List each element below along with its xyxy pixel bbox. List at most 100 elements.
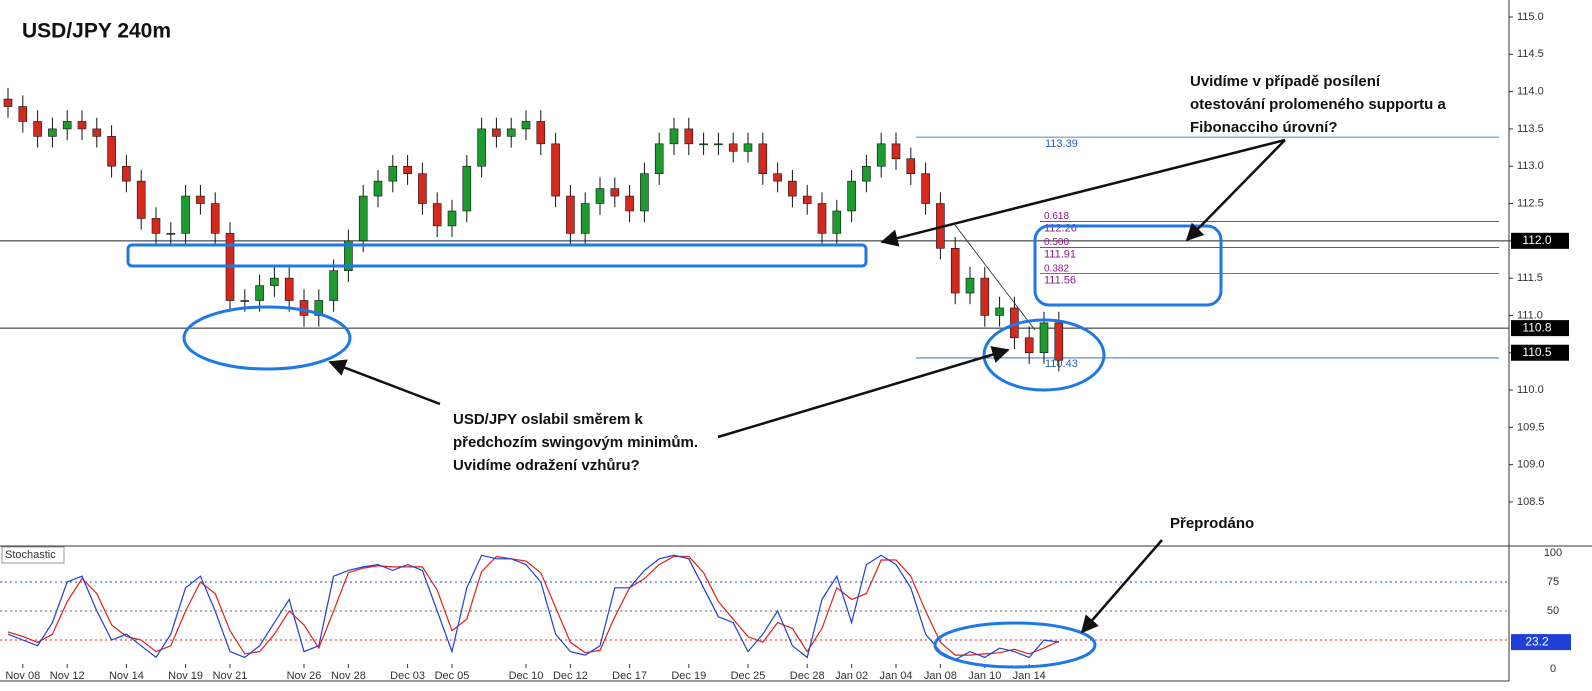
- oversold-ellipse: [933, 621, 1097, 669]
- candle-body: [447, 210, 457, 227]
- y-tick-label: 111.5: [1517, 272, 1543, 284]
- x-tick-label: Nov 19: [168, 670, 203, 682]
- candle-body: [758, 143, 768, 174]
- candle-body: [373, 180, 383, 197]
- y-tick-label: 109.5: [1517, 421, 1545, 433]
- y-tick-label: 114.0: [1517, 86, 1544, 98]
- y-tick-label: 113.0: [1517, 160, 1544, 172]
- y-tick-label: 111.0: [1517, 309, 1543, 321]
- x-tick-label: Dec 05: [435, 670, 470, 682]
- candle-body: [965, 277, 975, 294]
- support-box: [126, 243, 868, 268]
- candle-body: [654, 143, 664, 174]
- x-tick-label: Dec 17: [612, 670, 647, 682]
- fib-ratio: 0.500: [1044, 237, 1069, 248]
- candle-body: [891, 143, 901, 160]
- candle-body: [832, 210, 842, 234]
- candle-body: [77, 121, 87, 130]
- candle-body: [1039, 322, 1049, 354]
- candle-body: [477, 128, 486, 167]
- x-tick-label: Dec 28: [790, 670, 825, 682]
- swing-low-ellipse: [182, 305, 352, 371]
- stoch-tick-label: 75: [1547, 576, 1559, 588]
- arrows: [328, 138, 1286, 634]
- x-tick-label: Nov 14: [109, 670, 144, 682]
- candle-body: [995, 307, 1004, 316]
- candle-body: [492, 128, 501, 137]
- candle-body: [284, 277, 294, 301]
- x-tick-label: Dec 19: [671, 670, 706, 682]
- stoch-tag-label: 23.2: [1525, 634, 1549, 648]
- stoch-line: [7, 554, 1059, 661]
- candle-body: [743, 143, 753, 152]
- candle-body: [699, 143, 708, 146]
- x-tick-label: Dec 10: [509, 670, 544, 682]
- x-tick-label: Jan 02: [835, 670, 868, 682]
- candle-body: [270, 277, 279, 286]
- candle-body: [714, 143, 723, 146]
- candle-body: [906, 158, 916, 174]
- y-tick-label: 114.5: [1517, 48, 1544, 60]
- candle-body: [684, 128, 694, 145]
- y-tick-label: 115.0: [1517, 11, 1544, 23]
- candle-body: [950, 247, 960, 294]
- x-tick-label: Nov 28: [331, 670, 366, 682]
- x-tick-label: Jan 14: [1013, 670, 1046, 682]
- annotation: Fibonacciho úrovní?: [1190, 119, 1338, 136]
- x-tick-label: Nov 12: [50, 670, 85, 682]
- candle-body: [255, 285, 264, 301]
- candle-body: [728, 143, 738, 152]
- candle-body: [48, 128, 57, 137]
- x-tick-label: Nov 26: [287, 670, 322, 682]
- annotation: otestování prolomeného supportu a: [1190, 96, 1447, 113]
- y-tick-label: 109.0: [1517, 459, 1545, 471]
- candle-body: [773, 173, 782, 182]
- candle-body: [1024, 337, 1034, 354]
- candle-body: [181, 195, 190, 234]
- fib-price: 112.26: [1044, 222, 1077, 234]
- x-tick-label: Jan 04: [879, 670, 912, 682]
- candle-body: [802, 195, 812, 204]
- candle-body: [299, 300, 309, 316]
- annotation: Přeprodáno: [1170, 515, 1254, 532]
- fib-label: 113.39: [1045, 138, 1078, 150]
- candle-body: [344, 240, 353, 271]
- candle-body: [462, 165, 472, 212]
- candle-body: [817, 203, 827, 234]
- y-tick-label: 110.0: [1517, 384, 1544, 396]
- candle-body: [151, 218, 161, 234]
- candle-body: [240, 300, 250, 302]
- candle-body: [388, 165, 398, 182]
- candle-body: [551, 143, 560, 197]
- price-tag-box: [1511, 320, 1569, 337]
- price-tag-box: [1511, 232, 1569, 249]
- candle-body: [33, 121, 42, 137]
- x-tick-label: Jan 08: [924, 670, 957, 682]
- stoch-tick-label: 50: [1547, 605, 1559, 617]
- candle-body: [136, 180, 146, 219]
- stoch-line: [7, 555, 1060, 656]
- stoch-tick-label: 100: [1544, 547, 1562, 559]
- candle-body: [403, 165, 412, 174]
- annotation: Uvidíme odražení vzhůru?: [453, 457, 640, 474]
- candle-body: [595, 188, 605, 204]
- x-tick-label: Nov 21: [213, 670, 248, 682]
- candle-body: [610, 188, 620, 197]
- y-tick-label: 113.5: [1517, 123, 1544, 135]
- current-low-ellipse: [982, 318, 1106, 392]
- candle-body: [432, 203, 442, 227]
- candle-body: [921, 173, 930, 204]
- candle-body: [18, 106, 28, 122]
- fib-price: 111.91: [1044, 248, 1076, 260]
- stoch-tick-label: 0: [1550, 663, 1556, 675]
- candle-body: [107, 136, 116, 167]
- annotation: USD/JPY oslabil směrem k: [453, 411, 643, 428]
- price-tag-label: 110.8: [1522, 320, 1551, 334]
- x-tick-label: Nov 08: [5, 670, 40, 682]
- candle-body: [788, 180, 797, 197]
- price-tag-box: [1511, 344, 1569, 361]
- candle-body: [1054, 322, 1064, 361]
- candle-body: [92, 128, 102, 137]
